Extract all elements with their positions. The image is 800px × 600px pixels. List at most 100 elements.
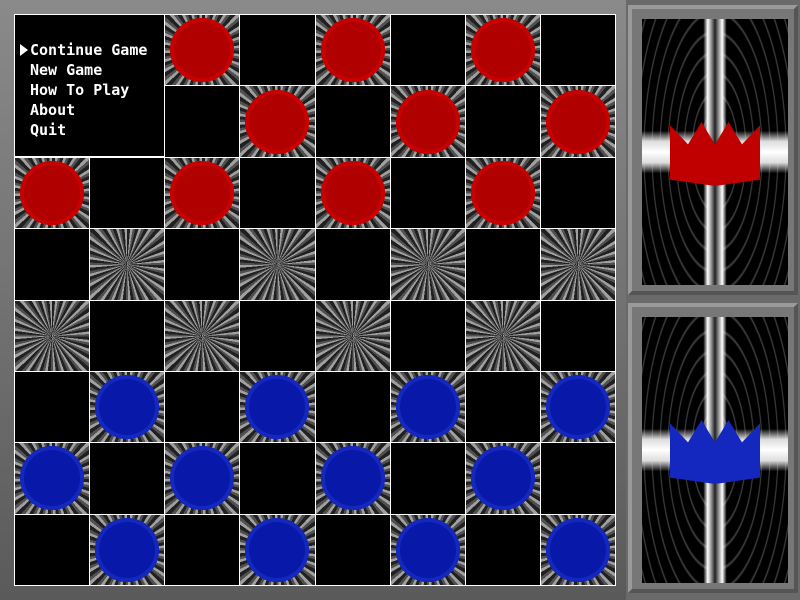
board-square[interactable] [15,371,90,443]
blue-checker[interactable] [395,375,460,440]
board-square[interactable] [240,229,315,300]
blue-checker[interactable] [95,375,160,440]
board-square[interactable] [315,229,390,300]
board-square[interactable] [15,157,90,229]
blue-checker[interactable] [95,517,160,582]
board-square[interactable] [540,443,615,514]
board-square[interactable] [15,443,90,514]
board-square[interactable] [315,86,390,157]
board-square[interactable] [540,371,615,443]
board-square[interactable] [165,514,240,585]
board-square[interactable] [465,514,540,585]
board-square[interactable] [540,229,615,300]
board-square[interactable] [15,229,90,300]
board-square[interactable] [240,371,315,443]
red-checker[interactable] [545,89,610,154]
board-square[interactable] [165,229,240,300]
board-square[interactable] [90,514,165,585]
menu-label: Quit [30,121,67,139]
board-square[interactable] [315,157,390,229]
board-square[interactable] [90,371,165,443]
board-square[interactable] [315,300,390,371]
board-square[interactable] [390,157,465,229]
board-square[interactable] [90,229,165,300]
blue-checker[interactable] [245,517,310,582]
board-square[interactable] [165,86,240,157]
selection-arrow-icon [20,44,28,56]
board-square[interactable] [165,300,240,371]
menu-item-how-to-play[interactable]: How To Play [15,80,164,100]
blue-checker[interactable] [395,517,460,582]
menu-label: New Game [30,61,103,79]
red-checker[interactable] [170,160,235,225]
blue-crown-icon [670,420,760,484]
board-square[interactable] [390,86,465,157]
player1-panel [628,5,798,295]
red-checker[interactable] [320,160,385,225]
blue-checker[interactable] [545,517,610,582]
board-square[interactable] [390,229,465,300]
board-square[interactable] [240,514,315,585]
red-checker[interactable] [170,18,235,83]
main-menu: Continue Game New Game How To Play About… [15,15,165,157]
red-checker[interactable] [470,160,535,225]
menu-item-quit[interactable]: Quit [15,120,164,140]
blue-checker[interactable] [320,446,385,511]
red-checker[interactable] [20,160,85,225]
board-square[interactable] [315,514,390,585]
board-square[interactable] [240,15,315,86]
board-square[interactable] [90,300,165,371]
board-square[interactable] [165,443,240,514]
board-square[interactable] [165,157,240,229]
board-square[interactable] [240,157,315,229]
menu-label: About [30,101,76,119]
menu-item-about[interactable]: About [15,100,164,120]
board-square[interactable] [465,371,540,443]
board-square[interactable] [390,371,465,443]
board-square[interactable] [315,371,390,443]
board-square[interactable] [540,157,615,229]
board-square[interactable] [540,514,615,585]
board-square[interactable] [540,86,615,157]
board-square[interactable] [390,514,465,585]
red-crown-icon [670,122,760,186]
menu-label: Continue Game [30,41,148,59]
board-square[interactable] [390,300,465,371]
blue-checker[interactable] [470,446,535,511]
menu-label: How To Play [30,81,130,99]
menu-item-continue-game[interactable]: Continue Game [15,40,164,60]
board-square[interactable] [240,86,315,157]
board-square[interactable] [90,443,165,514]
red-checker[interactable] [395,89,460,154]
blue-checker[interactable] [170,446,235,511]
board-square[interactable] [465,443,540,514]
board-frame [0,0,626,600]
board-square[interactable] [465,86,540,157]
board-square[interactable] [315,443,390,514]
board-square[interactable] [465,15,540,86]
checkers-board[interactable] [14,14,616,586]
board-square[interactable] [540,300,615,371]
player2-panel [628,303,798,593]
red-checker[interactable] [470,18,535,83]
blue-checker[interactable] [245,375,310,440]
board-square[interactable] [465,300,540,371]
blue-checker[interactable] [545,375,610,440]
board-square[interactable] [540,15,615,86]
board-square[interactable] [90,157,165,229]
board-square[interactable] [15,514,90,585]
board-square[interactable] [240,443,315,514]
red-checker[interactable] [245,89,310,154]
board-square[interactable] [240,300,315,371]
board-square[interactable] [165,371,240,443]
blue-checker[interactable] [20,446,85,511]
board-square[interactable] [465,229,540,300]
board-square[interactable] [315,15,390,86]
menu-item-new-game[interactable]: New Game [15,60,164,80]
board-square[interactable] [390,15,465,86]
red-checker[interactable] [320,18,385,83]
board-square[interactable] [165,15,240,86]
board-square[interactable] [15,300,90,371]
board-square[interactable] [465,157,540,229]
board-square[interactable] [390,443,465,514]
